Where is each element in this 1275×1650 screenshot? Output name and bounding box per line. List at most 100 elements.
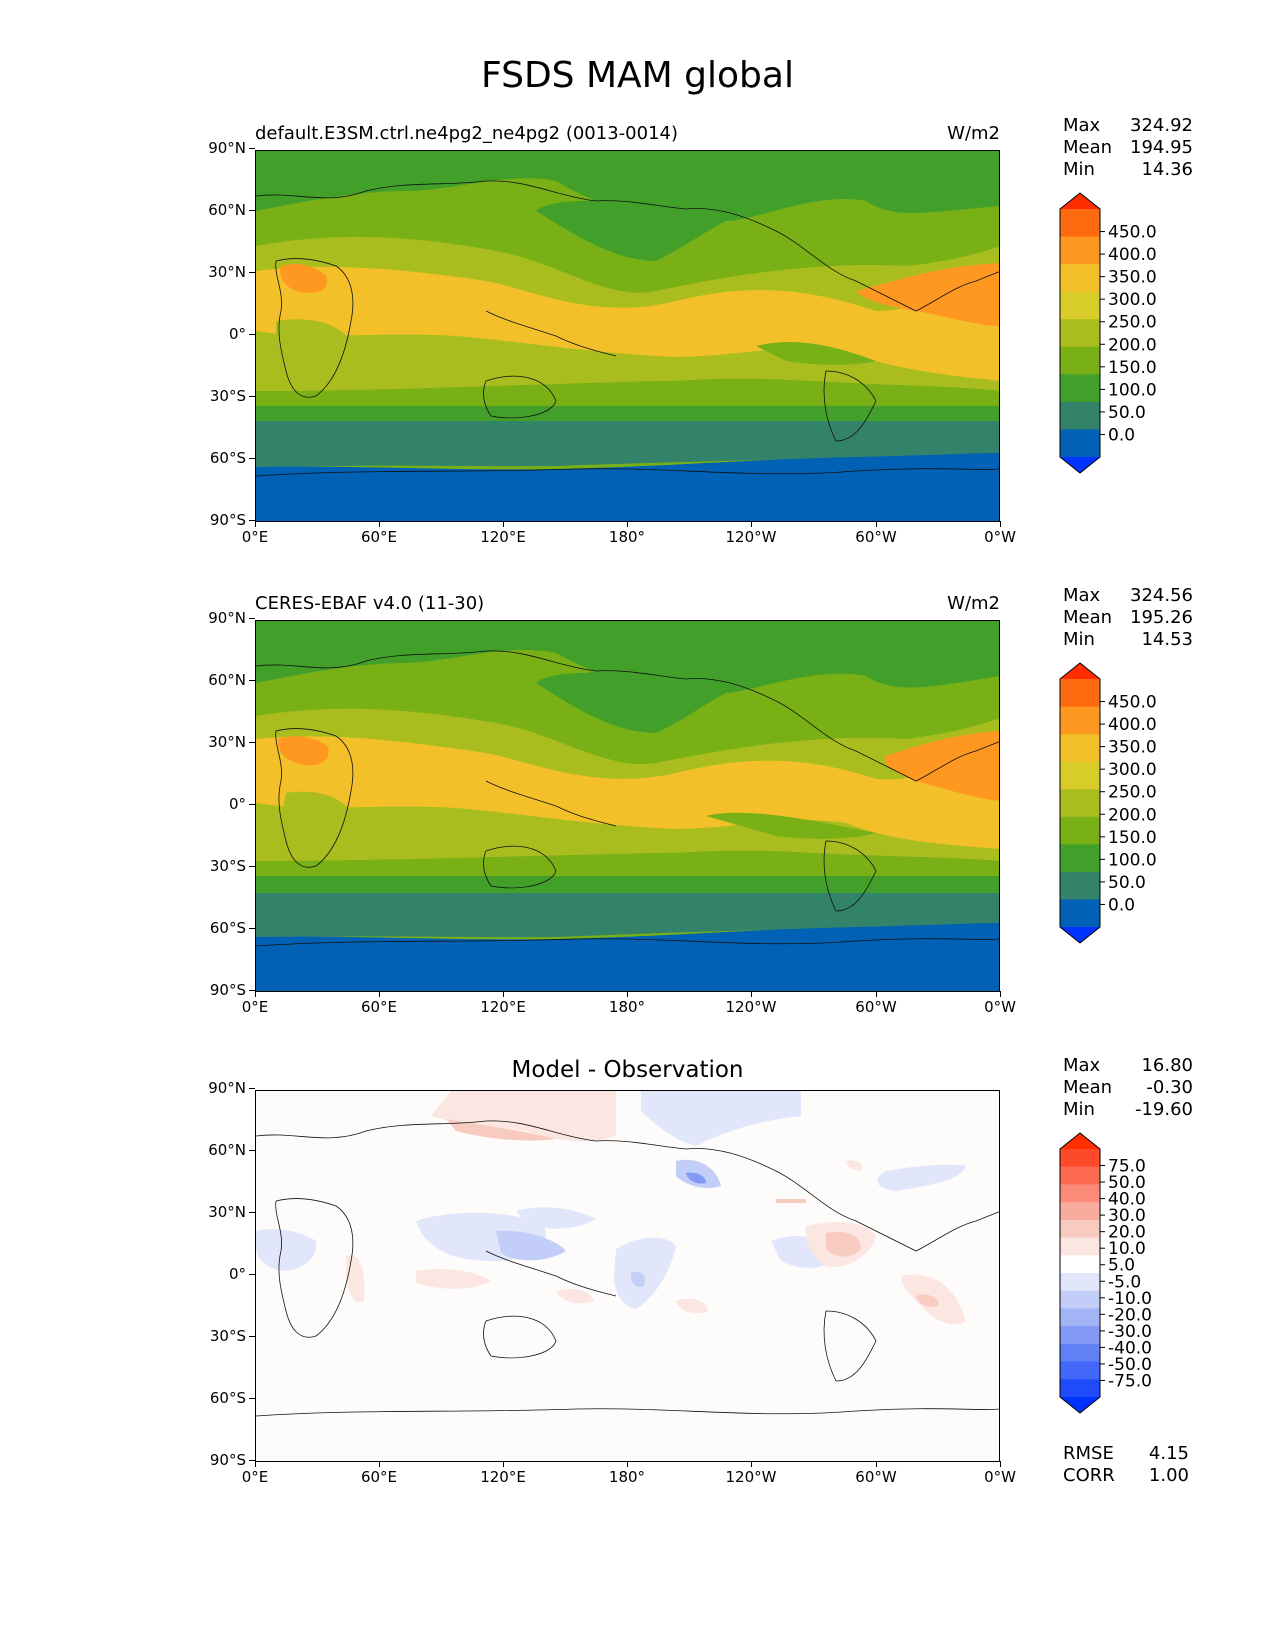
colorbar-label: 150.0 — [1108, 828, 1157, 848]
colorbar-segment — [1060, 291, 1100, 320]
lat-label: 60°N — [170, 201, 255, 219]
lon-label: 60°E — [344, 991, 414, 1016]
lon-label: 120°W — [716, 521, 786, 546]
stat-mean-label: Mean — [1063, 137, 1113, 158]
lon-label: 0°W — [965, 991, 1035, 1016]
units-label: W/m2 — [947, 123, 1000, 144]
stat-mean-value: -0.30 — [1146, 1077, 1193, 1098]
colorbar-label: 200.0 — [1108, 805, 1157, 825]
lon-label: 120°W — [716, 1461, 786, 1486]
stat-max-label: Max — [1063, 1055, 1101, 1076]
lat-label: 30°N — [170, 263, 255, 281]
stat-min-label: Min — [1063, 629, 1095, 650]
colorbar-segment — [1060, 1184, 1100, 1203]
colorbar-segment — [1060, 679, 1100, 708]
colorbar-label: 40.0 — [1108, 1190, 1146, 1210]
lon-label: 60°E — [344, 521, 414, 546]
lon-label: 180° — [592, 991, 662, 1016]
colorbar-label: 30.0 — [1108, 1206, 1146, 1226]
panel-model: default.E3SM.ctrl.ne4pg2_ne4pg2 (0013-00… — [0, 115, 1275, 575]
lat-label: 60°S — [170, 919, 255, 937]
lat-label: 90°N — [170, 139, 255, 157]
lon-label: 60°W — [841, 991, 911, 1016]
colorbar-segment — [1060, 374, 1100, 403]
map-difference — [255, 1090, 1000, 1462]
lon-label: 60°E — [344, 1461, 414, 1486]
colorbar-label: -40.0 — [1108, 1338, 1152, 1358]
colorbar-segment — [1060, 734, 1100, 763]
lat-label: 60°S — [170, 1389, 255, 1407]
stats-block: Max 16.80 Mean -0.30 Min -19.60 — [1063, 1055, 1193, 1121]
lon-label: 0°E — [220, 1461, 290, 1486]
colorbar-segment — [1060, 1219, 1100, 1239]
colorbar-segment — [1060, 761, 1100, 790]
colorbar-segment — [1060, 401, 1100, 430]
lon-label: 0°E — [220, 991, 290, 1016]
colorbar: 75.0 50.0 40.0 30.0 20.0 10.0 5.0 -5.0 -10.0 -20.… — [1059, 1132, 1200, 1414]
stat-min-label: Min — [1063, 159, 1095, 180]
lat-label: 60°N — [170, 671, 255, 689]
colorbar-label: 450.0 — [1108, 223, 1157, 243]
lat-label: 0° — [170, 325, 255, 343]
units-label: W/m2 — [947, 593, 1000, 614]
stat-mean-label: Mean — [1063, 1077, 1113, 1098]
colorbar-label: 250.0 — [1108, 313, 1157, 333]
colorbar-extend-bottom — [1060, 1397, 1100, 1413]
colorbar-label: 75.0 — [1108, 1157, 1146, 1177]
colorbar-segment — [1060, 319, 1100, 348]
lon-label: 0°W — [965, 521, 1035, 546]
colorbar-label: -20.0 — [1108, 1305, 1152, 1325]
colorbar: 450.0 400.0 350.0 300.0 250.0 200.0 150.0 100.0… — [1059, 662, 1200, 944]
stat-mean-label: Mean — [1063, 607, 1113, 628]
lat-label: 90°S — [170, 1451, 255, 1469]
lon-label: 60°W — [841, 521, 911, 546]
colorbar-outline — [1059, 662, 1101, 944]
stat-max-value: 324.92 — [1130, 115, 1193, 136]
figure-title: FSDS MAM global — [481, 55, 794, 96]
lon-label: 0°W — [965, 1461, 1035, 1486]
colorbar-segment — [1060, 789, 1100, 818]
corr-label: CORR — [1063, 1465, 1115, 1486]
colorbar-segment — [1060, 816, 1100, 845]
colorbar-segment — [1060, 706, 1100, 735]
colorbar-segment — [1060, 1379, 1100, 1398]
colorbar-label: 5.0 — [1108, 1256, 1135, 1276]
colorbar-label: 0.0 — [1108, 895, 1135, 915]
colorbar-segment — [1060, 1255, 1100, 1274]
lon-label: 180° — [592, 1461, 662, 1486]
colorbar-label: -30.0 — [1108, 1322, 1152, 1342]
map-canvas — [256, 1091, 999, 1461]
map-model — [255, 150, 1000, 522]
stat-max-label: Max — [1063, 115, 1101, 136]
colorbar-segment — [1060, 346, 1100, 375]
lat-label: 30°S — [170, 1327, 255, 1345]
map-canvas — [256, 621, 999, 991]
lat-label: 30°N — [170, 733, 255, 751]
colorbar-label: 250.0 — [1108, 783, 1157, 803]
colorbar-segment — [1060, 1149, 1100, 1168]
colorbar-segment — [1060, 1237, 1100, 1256]
stat-mean-value: 194.95 — [1130, 137, 1193, 158]
corr-value: 1.00 — [1148, 1465, 1189, 1486]
colorbar-segment — [1060, 264, 1100, 293]
colorbar-segment — [1060, 1343, 1100, 1363]
lat-label: 0° — [170, 1265, 255, 1283]
colorbar-label: -50.0 — [1108, 1355, 1152, 1375]
colorbar: 450.0 400.0 350.0 300.0 250.0 200.0 150.0 100.0… — [1059, 192, 1200, 474]
colorbar-label: 300.0 — [1108, 760, 1157, 780]
lat-label: 30°S — [170, 857, 255, 875]
stat-min-label: Min — [1063, 1099, 1095, 1120]
lat-label: 60°N — [170, 1141, 255, 1159]
panel-difference: Model - Observation — [0, 1055, 1275, 1515]
stat-min-value: 14.53 — [1141, 629, 1193, 650]
colorbar-label: 0.0 — [1108, 425, 1135, 445]
lat-label: 60°S — [170, 449, 255, 467]
colorbar-outline — [1059, 1132, 1101, 1414]
stat-min-value: -19.60 — [1134, 1099, 1193, 1120]
lat-label: 90°S — [170, 511, 255, 529]
colorbar-segment — [1060, 236, 1100, 265]
colorbar-segment — [1060, 899, 1100, 928]
panel-title: CERES-EBAF v4.0 (11-30) — [255, 593, 485, 614]
